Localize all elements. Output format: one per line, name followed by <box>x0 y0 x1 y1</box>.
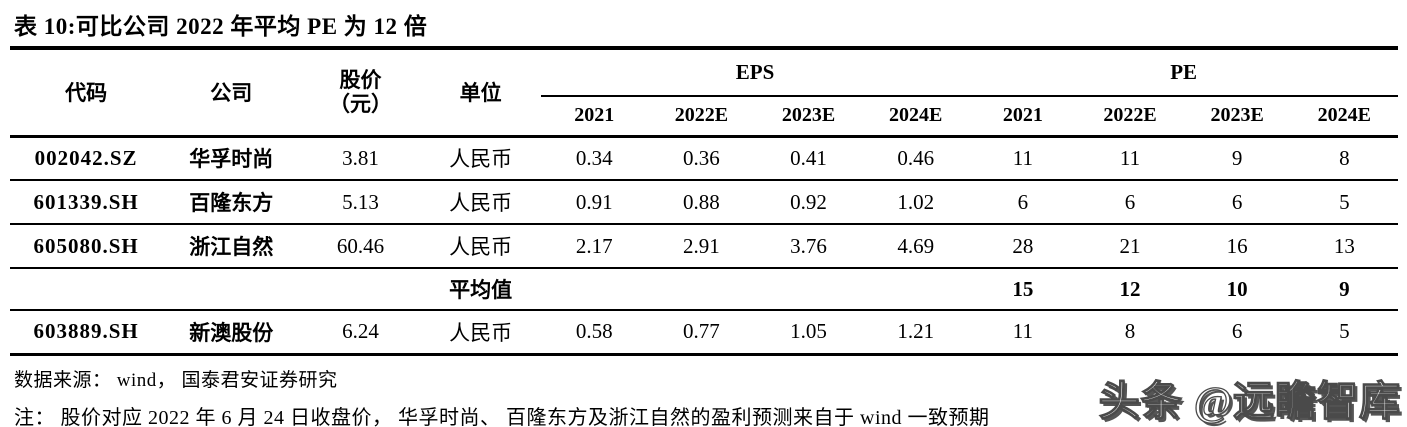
cell-company: 华孚时尚 <box>162 136 301 181</box>
cell-pe-2023e: 9 <box>1183 136 1291 181</box>
cell-empty <box>162 268 301 311</box>
cell-eps-2021: 0.34 <box>540 136 648 181</box>
cell-eps-2021: 0.58 <box>540 310 648 356</box>
col-header-eps-2022e: 2022E <box>647 96 755 138</box>
cell-pe-2023e: 6 <box>1183 310 1291 356</box>
cell-unit: 人民币 <box>420 224 541 269</box>
cell-empty <box>754 268 863 311</box>
col-header-eps-2023e: 2023E <box>754 96 863 138</box>
cell-eps-2023e: 1.05 <box>754 310 863 356</box>
footnote-text: 注： 股价对应 2022 年 6 月 24 日收盘价， 华孚时尚、 百隆东方及浙… <box>14 406 990 427</box>
cell-pe-2021: 28 <box>969 224 1077 269</box>
watermark-text: 头条 @远瞻智库 <box>1098 377 1401 424</box>
cell-eps-2021: 2.17 <box>540 224 648 269</box>
cell-eps-2021: 0.91 <box>540 180 648 225</box>
cell-pe-2021: 11 <box>969 310 1077 356</box>
cell-unit: 人民币 <box>420 310 541 356</box>
cell-pe-2024e: 5 <box>1290 310 1398 356</box>
cell-company: 百隆东方 <box>162 180 301 225</box>
cell-unit: 人民币 <box>420 136 541 181</box>
col-header-eps-2024e: 2024E <box>862 96 970 138</box>
cell-pe-2024e: 5 <box>1290 180 1398 225</box>
cell-unit: 人民币 <box>420 180 541 225</box>
data-source-text: 数据来源： wind， 国泰君安证券研究 <box>14 369 338 391</box>
cell-eps-2024e: 1.02 <box>862 180 970 225</box>
cell-eps-2023e: 0.92 <box>754 180 863 225</box>
cell-eps-2022e: 0.88 <box>647 180 755 225</box>
cell-avg-pe-2022e: 12 <box>1076 268 1184 311</box>
cell-empty <box>540 268 648 311</box>
cell-company: 新澳股份 <box>162 310 301 356</box>
price-header-line1: 股价 <box>339 68 382 93</box>
cell-eps-2023e: 0.41 <box>754 136 863 181</box>
table-title: 表 10:可比公司 2022 年平均 PE 为 12 倍 <box>14 14 428 39</box>
cell-price: 6.24 <box>300 310 421 356</box>
table-row-bailong: 601339.SH 百隆东方 5.13 人民币 0.91 0.88 0.92 1… <box>10 180 1398 225</box>
cell-avg-pe-2024e: 9 <box>1290 268 1398 311</box>
cell-code: 603889.SH <box>10 310 163 356</box>
cell-code: 601339.SH <box>10 180 163 225</box>
cell-pe-2024e: 13 <box>1290 224 1398 269</box>
cell-pe-2021: 6 <box>969 180 1077 225</box>
cell-empty <box>300 268 421 311</box>
col-header-pe-2023e: 2023E <box>1183 96 1291 138</box>
cell-eps-2022e: 2.91 <box>647 224 755 269</box>
col-group-eps: EPS <box>540 50 970 97</box>
cell-eps-2023e: 3.76 <box>754 224 863 269</box>
cell-eps-2024e: 1.21 <box>862 310 970 356</box>
cell-avg-pe-2021: 15 <box>969 268 1077 311</box>
cell-eps-2024e: 4.69 <box>862 224 970 269</box>
table-group-header-row: 代码 公司 股价 （元） 单位 EPS PE <box>10 50 1398 138</box>
cell-eps-2022e: 0.77 <box>647 310 755 356</box>
table-row-zhejiang: 605080.SH 浙江自然 60.46 人民币 2.17 2.91 3.76 … <box>10 224 1398 269</box>
cell-pe-2022e: 11 <box>1076 136 1184 181</box>
table-row-xinao: 603889.SH 新澳股份 6.24 人民币 0.58 0.77 1.05 1… <box>10 310 1398 356</box>
cell-price: 60.46 <box>300 224 421 269</box>
col-header-unit: 单位 <box>420 50 541 138</box>
col-header-pe-2022e: 2022E <box>1076 96 1184 138</box>
col-group-pe: PE <box>969 50 1398 97</box>
cell-code: 605080.SH <box>10 224 163 269</box>
cell-empty <box>647 268 755 311</box>
cell-pe-2023e: 6 <box>1183 180 1291 225</box>
comparable-companies-table: 代码 公司 股价 （元） 单位 EPS PE 2021 2022E 2023E … <box>10 50 1398 356</box>
cell-empty <box>10 268 163 311</box>
cell-pe-2022e: 8 <box>1076 310 1184 356</box>
col-header-pe-2021: 2021 <box>969 96 1077 138</box>
col-header-company: 公司 <box>162 50 301 138</box>
cell-avg-pe-2023e: 10 <box>1183 268 1291 311</box>
cell-price: 3.81 <box>300 136 421 181</box>
cell-average-label: 平均值 <box>420 268 541 311</box>
price-header-line2: （元） <box>328 92 392 117</box>
col-header-eps-2021: 2021 <box>540 96 648 138</box>
cell-pe-2022e: 6 <box>1076 180 1184 225</box>
col-header-code: 代码 <box>10 50 163 138</box>
cell-eps-2022e: 0.36 <box>647 136 755 181</box>
table-row-huafu: 002042.SZ 华孚时尚 3.81 人民币 0.34 0.36 0.41 0… <box>10 136 1398 181</box>
table-year-header-row: 2021 2022E 2023E 2024E 2021 2022E 2023E … <box>10 96 1398 138</box>
col-header-price: 股价 （元） <box>300 50 421 138</box>
cell-pe-2021: 11 <box>969 136 1077 181</box>
col-header-pe-2024e: 2024E <box>1290 96 1398 138</box>
cell-pe-2023e: 16 <box>1183 224 1291 269</box>
cell-price: 5.13 <box>300 180 421 225</box>
cell-pe-2022e: 21 <box>1076 224 1184 269</box>
cell-pe-2024e: 8 <box>1290 136 1398 181</box>
table-row-average: 平均值 15 12 10 9 <box>10 268 1398 311</box>
cell-code: 002042.SZ <box>10 136 163 181</box>
cell-company: 浙江自然 <box>162 224 301 269</box>
cell-eps-2024e: 0.46 <box>862 136 970 181</box>
title-rule <box>10 46 1398 50</box>
cell-empty <box>862 268 970 311</box>
